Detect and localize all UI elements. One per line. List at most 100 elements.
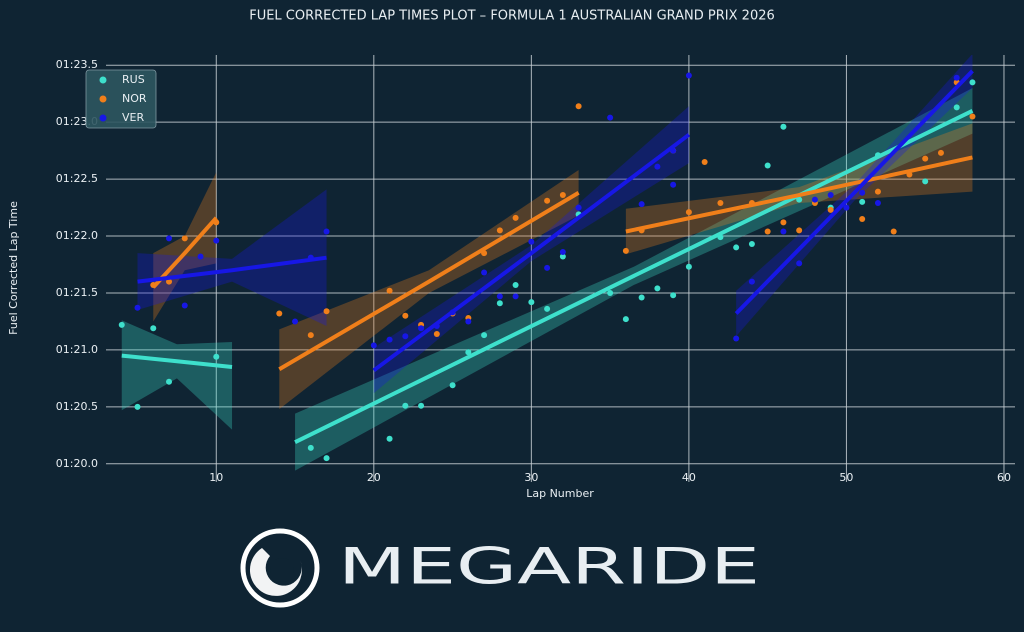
data-point bbox=[307, 332, 314, 339]
data-point bbox=[670, 181, 677, 188]
data-point bbox=[796, 227, 803, 234]
fit-line bbox=[625, 155, 973, 234]
data-point bbox=[733, 244, 740, 251]
data-point bbox=[481, 269, 488, 276]
data-point bbox=[528, 299, 535, 306]
data-point bbox=[528, 238, 535, 245]
data-point bbox=[465, 349, 472, 356]
confidence-bands bbox=[121, 55, 973, 471]
data-point bbox=[418, 325, 425, 332]
data-point bbox=[559, 192, 566, 199]
data-point bbox=[701, 159, 708, 166]
fit-line bbox=[294, 108, 974, 444]
data-point bbox=[827, 206, 834, 213]
data-point bbox=[559, 248, 566, 255]
data-point bbox=[796, 260, 803, 267]
data-point bbox=[937, 149, 944, 156]
data-point bbox=[418, 402, 425, 409]
data-point bbox=[166, 278, 173, 285]
data-point bbox=[638, 294, 645, 301]
data-point bbox=[622, 316, 629, 323]
fit-line bbox=[137, 255, 327, 284]
y-axis-label: Fuel Corrected Lap Time bbox=[7, 201, 20, 335]
chart-title: FUEL CORRECTED LAP TIMES PLOT – FORMULA … bbox=[249, 9, 775, 24]
legend-marker bbox=[99, 114, 107, 122]
logo-text: MEGARIDE bbox=[338, 538, 760, 596]
y-tick-label: 01:22.0 bbox=[56, 229, 98, 242]
data-point bbox=[748, 241, 755, 248]
data-point bbox=[323, 308, 330, 315]
data-point bbox=[733, 335, 740, 342]
data-point bbox=[402, 333, 409, 340]
legend-marker bbox=[99, 95, 107, 103]
data-point bbox=[512, 214, 519, 221]
data-point bbox=[181, 302, 188, 309]
data-point bbox=[181, 235, 188, 242]
logo-ring bbox=[240, 528, 320, 608]
data-point bbox=[402, 312, 409, 319]
legend: RUS NOR VER bbox=[85, 69, 157, 129]
confidence-band bbox=[137, 189, 327, 327]
data-point bbox=[843, 204, 850, 211]
data-point bbox=[685, 209, 692, 216]
data-point bbox=[370, 342, 377, 349]
y-tick-label: 01:21.5 bbox=[56, 286, 98, 299]
data-point bbox=[922, 178, 929, 185]
confidence-band bbox=[625, 123, 973, 255]
data-point bbox=[638, 201, 645, 208]
legend-label: NOR bbox=[122, 92, 147, 105]
confidence-band bbox=[373, 106, 689, 394]
legend-box bbox=[85, 69, 157, 129]
y-tick-label: 01:23.5 bbox=[56, 58, 98, 71]
data-point bbox=[859, 189, 866, 196]
confidence-band bbox=[121, 320, 233, 430]
x-tick-label: 30 bbox=[524, 471, 538, 484]
legend-label: VER bbox=[122, 111, 144, 124]
data-point bbox=[874, 200, 881, 207]
data-point bbox=[150, 325, 157, 332]
data-point bbox=[323, 228, 330, 235]
data-point bbox=[859, 198, 866, 205]
data-point bbox=[512, 293, 519, 300]
fit-line bbox=[734, 69, 974, 315]
data-point bbox=[953, 74, 960, 81]
data-point bbox=[811, 196, 818, 203]
data-point bbox=[213, 237, 220, 244]
data-point bbox=[197, 253, 204, 260]
data-point bbox=[780, 123, 787, 130]
y-tick-label: 01:20.0 bbox=[56, 457, 98, 470]
fit-line bbox=[372, 133, 691, 373]
x-tick-label: 50 bbox=[839, 471, 853, 484]
data-point bbox=[402, 402, 409, 409]
data-point bbox=[276, 310, 283, 317]
data-point bbox=[481, 332, 488, 339]
logo-core bbox=[270, 558, 294, 582]
data-point bbox=[386, 435, 393, 442]
data-point bbox=[827, 192, 834, 199]
legend-label: RUS bbox=[122, 73, 145, 86]
x-tick-label: 40 bbox=[682, 471, 696, 484]
data-point bbox=[607, 114, 614, 121]
data-point bbox=[969, 79, 976, 86]
data-point bbox=[307, 444, 314, 451]
logo-swirl bbox=[249, 548, 302, 596]
data-point bbox=[544, 305, 551, 312]
data-point bbox=[685, 72, 692, 79]
data-point bbox=[166, 235, 173, 242]
data-point bbox=[685, 263, 692, 270]
data-point bbox=[386, 287, 393, 294]
data-point bbox=[323, 455, 330, 462]
data-point bbox=[575, 204, 582, 211]
x-tick-label: 60 bbox=[997, 471, 1011, 484]
y-tick-label: 01:21.0 bbox=[56, 343, 98, 356]
data-point bbox=[748, 278, 755, 285]
data-point bbox=[953, 104, 960, 111]
data-point bbox=[670, 292, 677, 299]
data-point bbox=[654, 163, 661, 170]
x-tick-label: 10 bbox=[209, 471, 223, 484]
data-point bbox=[118, 321, 125, 328]
confidence-band bbox=[295, 88, 973, 471]
fit-line bbox=[121, 353, 233, 369]
confidence-band bbox=[279, 170, 579, 410]
